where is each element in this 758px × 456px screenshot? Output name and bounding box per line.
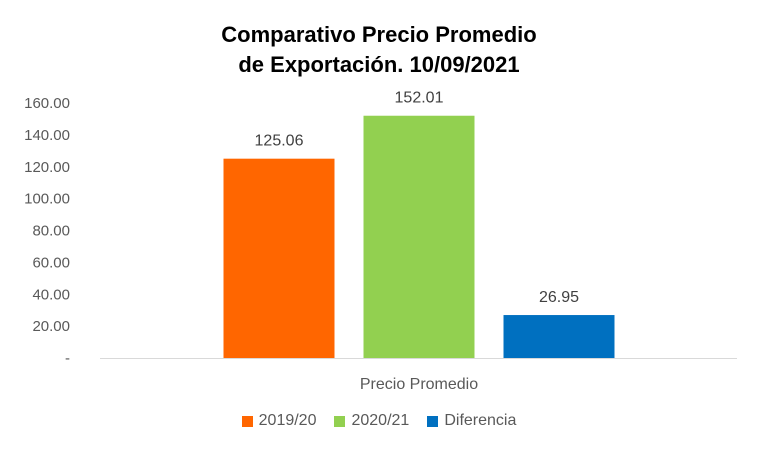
y-tick-label-0: - — [65, 350, 70, 367]
data-label-diferencia: 26.95 — [539, 289, 579, 306]
data-label-2019-20: 125.06 — [255, 133, 304, 150]
legend-label-2020-21: 2020/21 — [351, 412, 410, 429]
legend-swatch-2019-20 — [241, 415, 253, 427]
y-tick-label-4: 80.00 — [32, 223, 70, 240]
chart-title-line-1: Comparativo Precio Promedio — [221, 22, 537, 47]
legend-label-diferencia: Diferencia — [444, 412, 517, 429]
y-tick-label-8: 160.00 — [24, 95, 70, 112]
legend-swatch-diferencia — [427, 415, 439, 427]
chart-title: Comparativo Precio Promedio de Exportaci… — [0, 20, 758, 80]
x-category-label: Precio Promedio — [360, 376, 478, 393]
legend: 2019/20 2020/21 Diferencia — [0, 412, 758, 430]
legend-swatch-2020-21 — [334, 415, 346, 427]
legend-label-2019-20: 2019/20 — [258, 412, 317, 429]
data-label-2020-21: 152.01 — [395, 90, 444, 107]
chart-title-line-2: de Exportación. 10/09/2021 — [238, 52, 520, 77]
legend-item-diferencia: Diferencia — [427, 412, 516, 430]
y-tick-label-3: 60.00 — [32, 254, 70, 271]
y-tick-label-7: 140.00 — [24, 127, 70, 144]
bar-diferencia — [503, 315, 615, 358]
y-tick-label-2: 40.00 — [32, 286, 70, 303]
legend-item-2019-20: 2019/20 — [241, 412, 317, 430]
y-tick-label-1: 20.00 — [32, 318, 70, 335]
y-tick-label-6: 120.00 — [24, 159, 70, 176]
bar-2020-21 — [363, 115, 475, 358]
bar-2019-20 — [223, 158, 335, 358]
y-tick-label-5: 100.00 — [24, 191, 70, 208]
legend-item-2020-21: 2020/21 — [334, 412, 409, 430]
